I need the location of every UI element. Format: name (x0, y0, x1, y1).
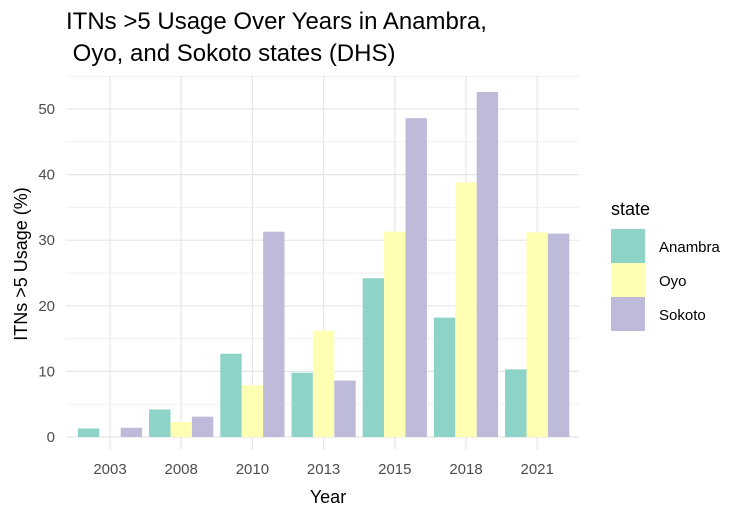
bar-oyo-2021 (526, 232, 548, 437)
bar-sokoto-2018 (476, 91, 499, 437)
y-tick-label: 20 (38, 298, 55, 315)
legend-label-oyo: Oyo (659, 273, 687, 290)
x-tick-label: 2015 (378, 461, 411, 478)
chart-title-line-1: ITNs >5 Usage Over Years in Anambra, (66, 8, 487, 35)
axis-ticks: 0 10 20 30 40 50 2003 2008 2010 2013 2015 2018 2021 (38, 101, 554, 478)
bar-oyo-2015 (384, 231, 406, 437)
bar-sokoto-2013 (334, 380, 356, 437)
y-axis-title: ITNs >5 Usage (%) (11, 187, 31, 341)
legend-label-sokoto: Sokoto (659, 307, 706, 324)
bar-anambra-2003 (77, 428, 100, 437)
bar-anambra-2015 (362, 278, 385, 437)
y-tick-label: 30 (38, 232, 55, 249)
legend: state Anambra Oyo Sokoto (611, 199, 721, 331)
legend-swatch-oyo (611, 263, 645, 297)
bar-sokoto-2003 (120, 427, 143, 437)
bar-oyo-2018 (455, 182, 477, 437)
chart-title-line-2: Oyo, and Sokoto states (DHS) (66, 40, 395, 67)
bar-sokoto-2021 (547, 233, 570, 437)
bar-anambra-2013 (291, 372, 313, 437)
legend-swatch-sokoto (611, 297, 645, 331)
bar-sokoto-2015 (405, 118, 427, 438)
bar-anambra-2010 (220, 353, 242, 437)
x-axis-title: Year (310, 487, 346, 507)
y-tick-label: 0 (47, 429, 55, 446)
bars-layer (77, 91, 570, 438)
x-tick-label: 2013 (307, 461, 340, 478)
legend-title: state (611, 199, 650, 219)
bar-sokoto-2010 (263, 231, 285, 437)
x-tick-label: 2010 (236, 461, 269, 478)
bar-oyo-2010 (241, 385, 264, 437)
x-tick-label: 2008 (165, 461, 198, 478)
bar-sokoto-2008 (191, 416, 214, 437)
bar-anambra-2008 (149, 409, 171, 437)
legend-label-anambra: Anambra (659, 239, 721, 256)
legend-swatch-anambra (611, 229, 645, 263)
y-tick-label: 50 (38, 101, 55, 118)
y-tick-label: 10 (38, 363, 55, 380)
x-tick-label: 2003 (93, 461, 126, 478)
x-tick-label: 2021 (521, 461, 554, 478)
x-tick-label: 2018 (449, 461, 482, 478)
bar-oyo-2008 (170, 421, 192, 437)
bar-oyo-2013 (312, 330, 335, 437)
bar-anambra-2021 (505, 369, 527, 437)
bar-anambra-2018 (433, 317, 456, 437)
y-tick-label: 40 (38, 167, 55, 184)
